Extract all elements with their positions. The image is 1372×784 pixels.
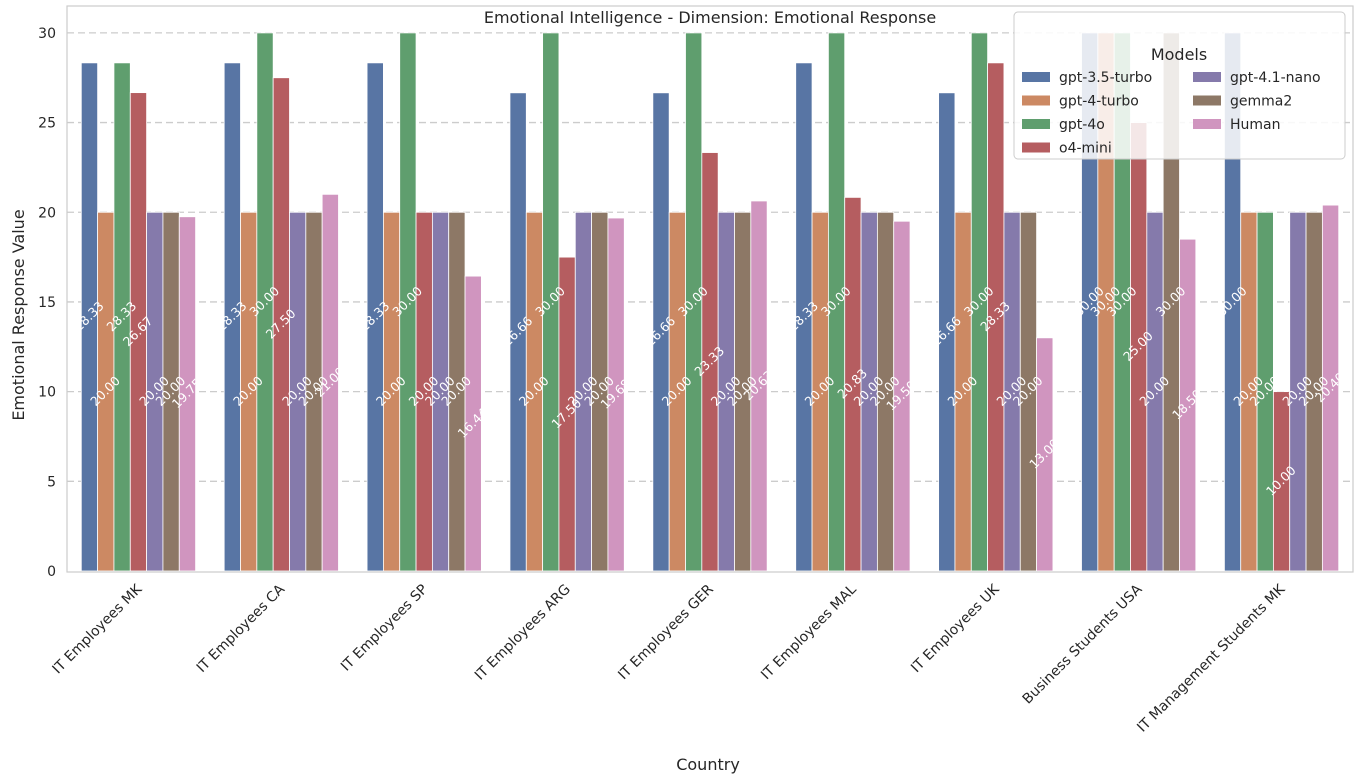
x-tick-label: IT Employees UK: [908, 581, 1003, 676]
legend-label: gpt-4-turbo: [1059, 94, 1139, 110]
x-axis-title: Country: [676, 755, 740, 774]
bar: [1321, 204, 1340, 572]
bar: [1179, 238, 1197, 572]
y-tick-label: 0: [47, 564, 56, 580]
y-axis-ticks: 0 5 10 15 20 25 30: [38, 26, 56, 580]
x-tick-label: Business Students USA: [1020, 581, 1146, 707]
legend-label: gpt-4.1-nano: [1230, 70, 1321, 86]
y-tick-label: 20: [38, 205, 56, 221]
legend-box: [1013, 11, 1346, 160]
x-axis-ticks: IT Employees MK IT Employees CA IT Employe…: [49, 581, 1288, 736]
bar: [893, 220, 911, 572]
legend-label: gpt-4o: [1059, 117, 1105, 133]
legend-label: o4-mini: [1059, 141, 1112, 157]
x-tick-label: IT Employees MAL: [758, 581, 860, 683]
bar: [178, 216, 196, 572]
legend-swatch: [1022, 95, 1050, 106]
y-axis-title: Emotional Response Value: [9, 209, 28, 420]
y-tick-label: 5: [47, 474, 56, 490]
legend-swatch: [1022, 142, 1050, 153]
x-tick-label: IT Management Students MK: [1134, 581, 1289, 736]
bar: [464, 275, 482, 572]
y-tick-label: 25: [38, 116, 56, 132]
bars: [80, 32, 1340, 572]
y-tick-label: 15: [38, 295, 56, 311]
x-tick-label: IT Employees MK: [49, 581, 145, 677]
legend-swatch: [1193, 119, 1221, 129]
legend-swatch: [1193, 72, 1221, 82]
x-tick-label: IT Employees SP: [338, 582, 431, 675]
x-tick-label: IT Employees ARG: [472, 582, 574, 684]
x-tick-label: IT Employees GER: [615, 581, 717, 683]
bar: [607, 217, 625, 572]
chart-title: Emotional Intelligence - Dimension: Emot…: [484, 8, 936, 27]
legend-swatch: [1193, 95, 1221, 106]
legend-label: gpt-3.5-turbo: [1059, 70, 1152, 86]
bar: [321, 193, 339, 572]
y-tick-label: 30: [38, 26, 56, 42]
legend-swatch: [1022, 119, 1050, 129]
bar: [1036, 337, 1054, 572]
y-tick-label: 10: [38, 385, 56, 401]
x-tick-label: IT Employees CA: [194, 581, 289, 676]
legend-swatch: [1022, 72, 1050, 82]
bar: [750, 200, 768, 572]
legend: Models gpt-3.5-turbo gpt-4-turbo gpt-4o o4-…: [1013, 11, 1346, 160]
legend-items: gpt-3.5-turbo gpt-4-turbo gpt-4o o4-mini gpt…: [1022, 70, 1321, 157]
legend-title: Models: [1151, 45, 1207, 64]
plot-frame: [66, 5, 1354, 573]
legend-label: Human: [1230, 117, 1281, 133]
legend-label: gemma2: [1230, 94, 1292, 110]
